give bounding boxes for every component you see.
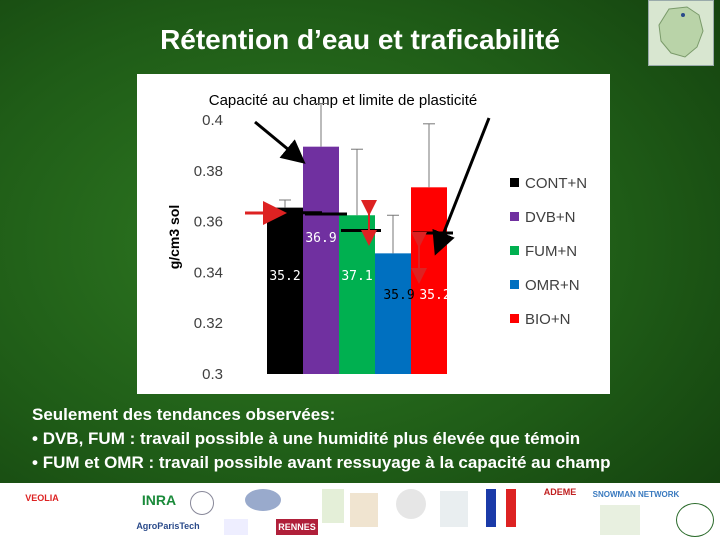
legend-swatch: [510, 280, 519, 289]
agroparistech-logo: AgroParisTech: [136, 517, 200, 535]
rennes-logo-text: RENNES: [278, 522, 316, 532]
slide-title: Rétention d’eau et traficabilité: [160, 24, 560, 55]
snowman-logo-text: SNOWMAN NETWORK: [592, 489, 680, 499]
y-tick-label: 0.34: [194, 264, 223, 281]
regional-logo: [350, 493, 378, 527]
legend-label: CONT+N: [525, 175, 587, 192]
bar-dvb-n: [303, 146, 339, 374]
black-arrow-left: [254, 120, 306, 164]
ademe-logo: ADEME: [540, 486, 580, 498]
republique-francaise-logo: [486, 489, 516, 527]
france-map-icon: [649, 1, 713, 65]
institute-logo: [440, 491, 468, 527]
legend-label: OMR+N: [525, 277, 580, 294]
legend-swatch: [510, 314, 519, 323]
bar-value-label: 37.1: [341, 269, 372, 284]
round-seal-logo: [396, 489, 426, 519]
seedling-logo: [676, 503, 714, 537]
y-tick-label: 0.4: [202, 112, 223, 129]
france-map-thumbnail: [648, 0, 714, 66]
agro-campus-logo: [245, 489, 281, 511]
summary-bullet-1-text: DVB, FUM : travail possible à une humidi…: [42, 429, 581, 448]
veolia-logo-text: VEOLIA: [25, 493, 59, 503]
ouest-logo: [600, 505, 640, 535]
chart-panel: Capacité au champ et limite de plasticit…: [137, 74, 610, 394]
ademe-logo-text: ADEME: [543, 487, 577, 497]
inra-logo: INRA: [130, 489, 188, 511]
bar-value-label: 35.2: [269, 269, 300, 284]
legend-swatch: [510, 178, 519, 187]
y-tick-label: 0.32: [194, 315, 223, 332]
summary-bullet-2: • FUM et OMR : travail possible avant re…: [32, 453, 611, 472]
bar-omr-n: [375, 253, 411, 374]
bar-bio-n: [411, 187, 447, 374]
rennes-logo: RENNES: [276, 519, 318, 535]
bar-chart: Capacité au champ et limite de plasticit…: [166, 92, 587, 383]
summary-text: Seulement des tendances observées: • DVB…: [32, 403, 712, 475]
y-tick-label: 0.38: [194, 163, 223, 180]
cifi-logo: [224, 519, 248, 535]
bar-value-label: 35.2: [419, 288, 450, 303]
inra-logo-text: INRA: [141, 492, 177, 508]
summary-heading: Seulement des tendances observées:: [32, 405, 336, 424]
y-tick-label: 0.36: [194, 214, 223, 231]
partner-logos-strip: VEOLIA INRA AgroParisTech RENNES ADEME S…: [0, 483, 720, 540]
summary-bullet-2-text: FUM et OMR : travail possible avant ress…: [42, 453, 611, 472]
university-seal-logo: [190, 491, 214, 515]
legend-label: BIO+N: [525, 311, 570, 328]
black-arrow-right: [432, 117, 491, 256]
agroparistech-logo-text: AgroParisTech: [136, 521, 200, 531]
legend-swatch: [510, 246, 519, 255]
y-tick-label: 0.3: [202, 366, 223, 383]
legend-label: DVB+N: [525, 209, 575, 226]
y-axis-label: g/cm3 sol: [166, 205, 182, 270]
summary-bullet-1: • DVB, FUM : travail possible à une humi…: [32, 429, 581, 448]
bar-value-label: 35.9: [383, 288, 414, 303]
chamber-agriculture-logo: [322, 489, 344, 523]
bar-value-label: 36.9: [305, 231, 336, 246]
chart-title: Capacité au champ et limite de plasticit…: [209, 92, 477, 109]
legend-label: FUM+N: [525, 243, 577, 260]
snowman-network-logo: SNOWMAN NETWORK: [588, 487, 684, 501]
bar-cont-n: [267, 207, 303, 374]
legend-swatch: [510, 212, 519, 221]
veolia-logo: VEOLIA: [14, 489, 70, 507]
